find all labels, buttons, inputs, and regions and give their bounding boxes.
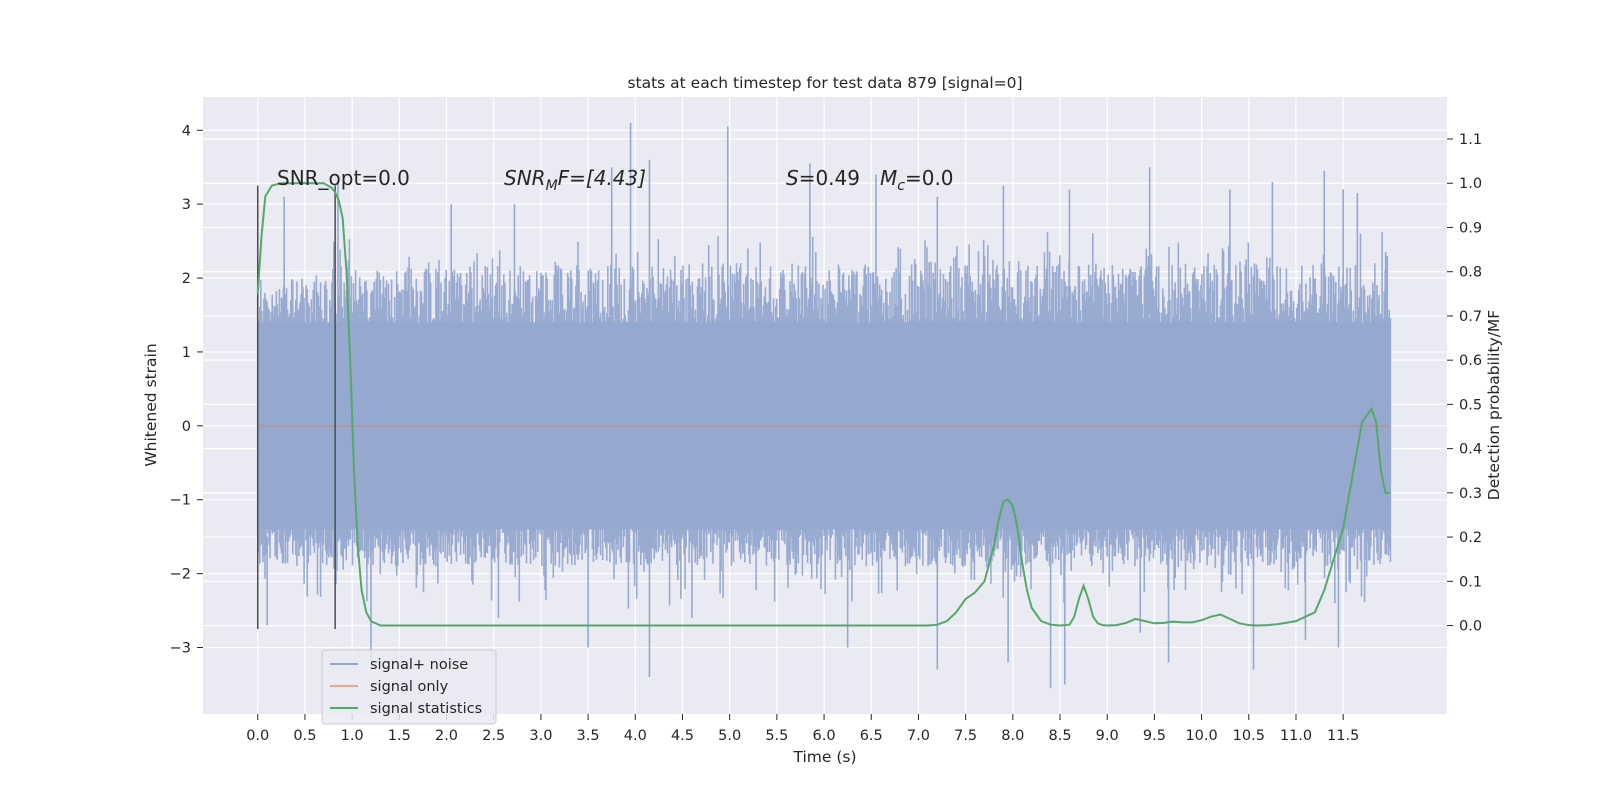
legend: signal+ noise signal only signal statist… <box>321 649 497 725</box>
x-tick-label: 4.0 <box>624 728 647 744</box>
x-tick-label: 1.5 <box>388 728 411 744</box>
x-tick-label: 1.0 <box>341 728 364 744</box>
x-tick-label: 9.5 <box>1143 728 1166 744</box>
y-right-tick-label: 0.3 <box>1459 486 1482 502</box>
x-tick-label: 5.5 <box>765 728 788 744</box>
legend-box <box>321 649 497 725</box>
x-axis-label: Time (s) <box>792 748 856 766</box>
legend-label-signal-noise: signal+ noise <box>370 657 468 673</box>
legend-label-signal-only: signal only <box>370 679 449 695</box>
x-tick-label: 9.0 <box>1096 728 1119 744</box>
x-tick-label: 8.5 <box>1048 728 1071 744</box>
y-right-tick-label: 0.1 <box>1459 574 1482 590</box>
chart-title: stats at each timestep for test data 879… <box>627 74 1022 92</box>
y-right-tick-label: 1.1 <box>1459 132 1482 148</box>
annotation-snr-mf: SNRMF=[4.43] <box>504 166 646 194</box>
y-right-tick-label: 0.9 <box>1459 220 1482 236</box>
signal-statistics-line <box>256 182 1391 627</box>
y-right-tick-label: 0.6 <box>1459 353 1482 369</box>
x-tick-label: 3.0 <box>529 728 552 744</box>
y-right-tick-label: 0.8 <box>1459 265 1482 281</box>
legend-label-signal-statistics: signal statistics <box>370 701 482 717</box>
annotation-mc-sub: c <box>897 178 905 194</box>
y-tick-label: −2 <box>170 567 191 583</box>
y-tick-label: 2 <box>182 271 191 287</box>
x-tick-label: 2.5 <box>482 728 505 744</box>
y-right-tick-label: 0.7 <box>1459 309 1482 325</box>
y-tick-label: 4 <box>182 123 191 139</box>
y-axis-right-label: Detection probability/MF <box>1485 310 1503 501</box>
y-tick-label: 3 <box>182 197 191 213</box>
x-tick-label: 2.0 <box>435 728 458 744</box>
x-tick-label: 6.5 <box>860 728 883 744</box>
y-right-tick-label: 0.2 <box>1459 530 1482 546</box>
x-tick-label: 4.5 <box>671 728 694 744</box>
annotation-s-rest: =0.49 <box>799 166 860 190</box>
annotation-s-main: S <box>786 166 799 190</box>
x-tick-label: 11.0 <box>1280 728 1312 744</box>
annotation-snr-mf-main: SNR <box>504 166 546 190</box>
y-right-tick-label: 0.4 <box>1459 442 1482 458</box>
x-tick-label: 5.0 <box>718 728 741 744</box>
y-tick-label: 0 <box>182 419 191 435</box>
x-tick-label: 7.0 <box>907 728 930 744</box>
y-tick-label: 1 <box>182 345 191 361</box>
y-right-tick-label: 0.5 <box>1459 397 1482 413</box>
y-tick-label: −1 <box>170 493 191 509</box>
annotation-mc: Mc=0.0 <box>880 166 954 194</box>
x-tick-label: 7.5 <box>954 728 977 744</box>
annotation-snr-mf-sub: M <box>546 178 558 194</box>
annotation-s: S=0.49 <box>786 166 860 190</box>
x-tick-label: 6.0 <box>813 728 836 744</box>
annotation-snr-opt: SNR_opt=0.0 <box>277 166 410 190</box>
y-right-tick-label: 0.0 <box>1459 619 1482 635</box>
x-tick-label: 10.5 <box>1233 728 1265 744</box>
x-tick-label: 11.5 <box>1327 728 1359 744</box>
x-tick-label: 0.0 <box>246 728 269 744</box>
annotation-snr-mf-rest: F=[4.43] <box>558 166 646 190</box>
x-tick-label: 0.5 <box>293 728 316 744</box>
x-tick-label: 3.5 <box>577 728 600 744</box>
y-right-tick-label: 1.0 <box>1459 176 1482 192</box>
tick-labels: 0.0 0.5 1.0 1.5 2.0 2.5 3.0 3.5 4.0 4.5 5.0 5.5 6.0 6… <box>170 123 1482 744</box>
y-axis-label: Whitened strain <box>142 343 160 466</box>
window-markers <box>256 185 336 630</box>
y-tick-label: −3 <box>170 640 191 656</box>
annotation-mc-main: M <box>880 166 897 190</box>
series-signal-statistics <box>256 182 1391 627</box>
x-tick-label: 10.0 <box>1185 728 1217 744</box>
x-tick-label: 8.0 <box>1001 728 1024 744</box>
annotation-mc-rest: =0.0 <box>905 166 954 190</box>
